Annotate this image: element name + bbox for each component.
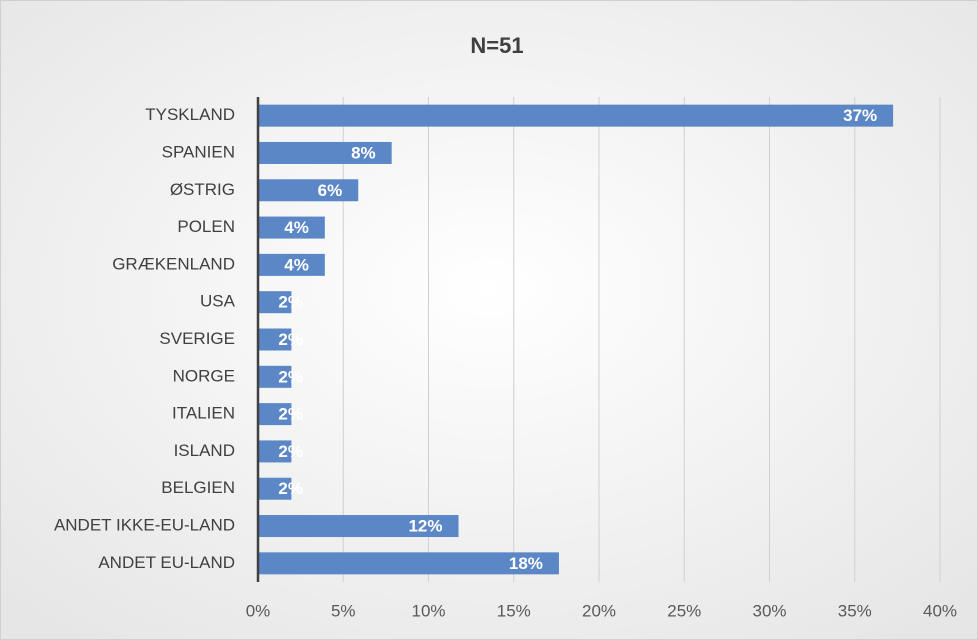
x-tick-label: 40% [923,601,957,620]
data-label: 2% [278,367,303,386]
bar [258,291,292,314]
data-label: 2% [278,330,303,349]
bar [258,403,292,426]
data-label: 4% [284,255,309,274]
y-tick-label: SPANIEN [162,142,235,161]
data-label: 18% [509,554,543,573]
data-label: 8% [351,143,376,162]
bar [258,477,292,500]
x-tick-label: 10% [411,601,445,620]
y-tick-label: ANDET EU-LAND [98,553,235,572]
chart-title: N=51 [470,33,523,58]
y-tick-label: ANDET IKKE-EU-LAND [54,516,235,535]
bar [258,365,292,388]
data-label: 4% [284,218,309,237]
data-label: 2% [278,293,303,312]
data-label: 2% [278,442,303,461]
bar [258,216,325,239]
y-tick-label: BELGIEN [161,478,235,497]
bar [258,440,292,463]
bar [258,552,559,575]
y-tick-label: NORGE [173,366,235,385]
x-tick-label: 15% [497,601,531,620]
x-tick-label: 25% [667,601,701,620]
data-label: 2% [278,405,303,424]
x-tick-label: 30% [752,601,786,620]
bar [258,104,894,127]
y-tick-label: ISLAND [174,441,235,460]
y-tick-label: GRÆKENLAND [112,254,235,273]
data-label: 37% [843,106,877,125]
bar [258,328,292,351]
y-tick-label: SVERIGE [159,329,235,348]
x-tick-label: 20% [582,601,616,620]
x-tick-label: 5% [331,601,356,620]
x-tick-label: 0% [246,601,271,620]
data-label: 6% [318,181,343,200]
data-label: 2% [278,479,303,498]
y-tick-label: ØSTRIG [170,180,235,199]
y-tick-label: TYSKLAND [145,105,235,124]
bar [258,141,392,164]
data-label: 12% [408,517,442,536]
y-tick-label: USA [200,292,236,311]
bar [258,515,459,538]
bar [258,253,325,276]
x-tick-label: 35% [838,601,872,620]
bar [258,179,359,202]
y-tick-label: ITALIEN [172,404,235,423]
y-tick-label: POLEN [177,217,235,236]
